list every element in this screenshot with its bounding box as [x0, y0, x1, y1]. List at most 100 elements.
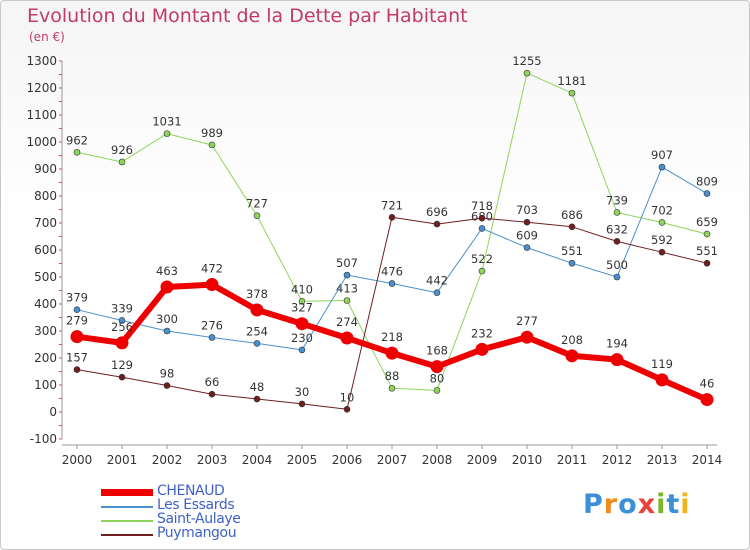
data-point-saint-aulaye [73, 148, 81, 156]
data-point-puymangou [253, 395, 261, 403]
data-point-chenaud [430, 360, 444, 374]
legend-swatch [101, 489, 153, 496]
data-label-chenaud: 194 [606, 337, 628, 351]
data-label-les-essards: 339 [111, 301, 133, 315]
data-point-les-essards [73, 306, 81, 313]
data-point-les-essards [253, 340, 261, 347]
unit-label: (en €) [29, 30, 65, 44]
data-point-puymangou [613, 238, 621, 245]
data-point-chenaud [295, 317, 309, 331]
data-point-les-essards [433, 289, 441, 296]
data-point-saint-aulaye [523, 69, 531, 77]
data-point-chenaud [115, 336, 129, 350]
data-label-les-essards: 507 [336, 256, 358, 270]
data-label-saint-aulaye: 1255 [512, 54, 541, 68]
data-label-chenaud: 277 [516, 314, 538, 328]
legend-swatch [101, 534, 153, 536]
data-label-saint-aulaye: 727 [246, 197, 268, 211]
data-point-chenaud [700, 393, 714, 407]
data-label-puymangou: 551 [696, 244, 718, 258]
data-point-chenaud [475, 342, 489, 356]
y-tick-label: 100 [34, 378, 57, 392]
data-label-chenaud: 208 [561, 333, 583, 347]
data-label-chenaud: 232 [471, 326, 493, 340]
legend-item-saint-aulaye: Saint-Aulaye [101, 511, 301, 527]
y-tick-label: 900 [34, 162, 57, 176]
data-label-puymangou: 30 [295, 385, 310, 399]
data-label-chenaud: 119 [651, 357, 673, 371]
x-tick-label: 2003 [197, 453, 228, 467]
data-label-saint-aulaye: 702 [651, 203, 673, 217]
data-point-puymangou [298, 400, 306, 408]
x-tick-label: 2007 [377, 453, 408, 467]
data-label-les-essards: 254 [246, 324, 268, 338]
data-label-saint-aulaye: 926 [111, 143, 133, 157]
x-tick-label: 2001 [107, 453, 138, 467]
legend-item-puymangou: Puymangou [101, 525, 301, 541]
legend-item-les-essards: Les Essards [101, 497, 301, 513]
data-point-puymangou [658, 248, 666, 256]
y-tick-label: 1300 [26, 54, 57, 68]
data-label-puymangou: 48 [250, 380, 265, 394]
data-label-chenaud: 279 [66, 314, 88, 328]
data-point-saint-aulaye [658, 219, 666, 226]
data-point-les-essards [118, 317, 126, 324]
data-point-puymangou [208, 390, 216, 398]
data-point-les-essards [613, 273, 621, 281]
data-point-puymangou [118, 373, 126, 381]
y-tick-label: 500 [34, 270, 57, 284]
data-point-puymangou [478, 214, 486, 222]
data-label-chenaud: 327 [291, 301, 313, 315]
data-label-saint-aulaye: 989 [201, 126, 223, 140]
chart-title: Evolution du Montant de la Dette par Hab… [27, 5, 468, 27]
data-label-chenaud: 274 [336, 315, 358, 329]
data-point-chenaud [565, 349, 579, 363]
y-tick-label: 400 [34, 297, 57, 311]
legend-label: CHENAUD [157, 483, 225, 499]
data-label-saint-aulaye: 1031 [152, 115, 181, 129]
data-point-saint-aulaye [298, 297, 306, 305]
legend-swatch [101, 520, 153, 522]
legend: CHENAUD Les Essards Saint-Aulaye Puymang… [101, 483, 301, 541]
y-tick-label: 1000 [26, 135, 57, 149]
data-point-chenaud [655, 373, 669, 387]
data-point-puymangou [388, 214, 396, 221]
data-point-puymangou [703, 259, 711, 267]
data-point-saint-aulaye [703, 230, 711, 238]
data-point-chenaud [70, 330, 84, 344]
data-label-les-essards: 276 [201, 318, 223, 332]
data-point-les-essards [388, 280, 396, 287]
data-label-les-essards: 230 [291, 331, 313, 345]
data-label-les-essards: 609 [516, 229, 538, 243]
data-point-saint-aulaye [253, 212, 261, 220]
data-label-saint-aulaye: 80 [430, 371, 445, 385]
y-tick-label: 200 [34, 351, 57, 365]
data-point-saint-aulaye [118, 158, 126, 166]
data-label-puymangou: 718 [471, 199, 493, 213]
data-point-les-essards [568, 259, 576, 267]
data-label-chenaud: 463 [156, 264, 178, 278]
data-point-saint-aulaye [343, 297, 351, 304]
data-point-saint-aulaye [208, 141, 216, 149]
data-point-les-essards [478, 225, 486, 232]
data-point-saint-aulaye [433, 387, 441, 394]
data-point-chenaud [340, 331, 354, 345]
data-label-les-essards: 442 [426, 274, 448, 288]
legend-swatch [101, 506, 153, 508]
proxiti-logo: Proxiti [583, 489, 691, 520]
legend-label: Puymangou [157, 525, 237, 541]
data-label-les-essards: 476 [381, 264, 403, 278]
data-label-puymangou: 98 [160, 367, 175, 381]
y-tick-label: 0 [49, 405, 57, 419]
data-label-les-essards: 500 [606, 258, 628, 272]
data-point-puymangou [163, 382, 171, 389]
data-label-les-essards: 907 [651, 148, 673, 162]
x-tick-label: 2004 [242, 453, 273, 467]
data-point-les-essards [523, 244, 531, 251]
x-tick-label: 2012 [602, 453, 633, 467]
data-point-les-essards [658, 163, 666, 171]
data-point-chenaud [520, 330, 534, 344]
x-tick-label: 2011 [557, 453, 588, 467]
data-label-puymangou: 129 [111, 358, 133, 372]
